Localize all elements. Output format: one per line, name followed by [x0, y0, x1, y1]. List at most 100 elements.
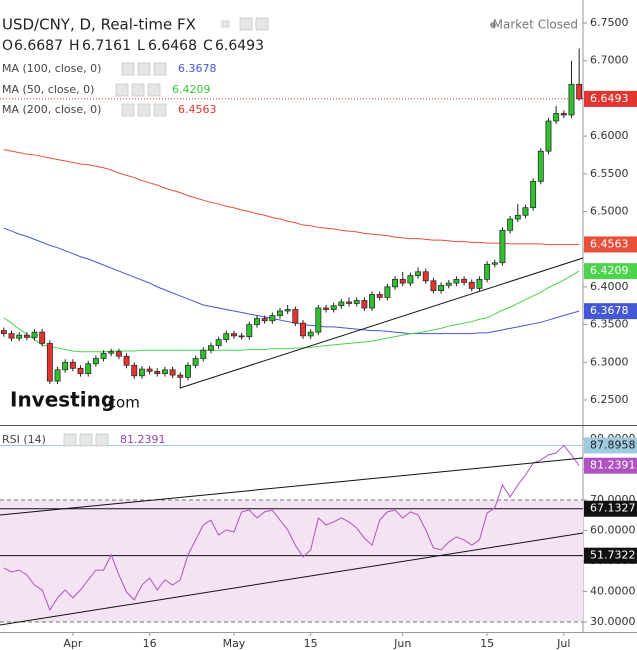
candle-body [407, 275, 414, 284]
price-label-box [584, 547, 637, 564]
eye-icon[interactable] [121, 103, 135, 117]
candle-body [146, 368, 153, 372]
candle-body [415, 271, 422, 276]
candle-body [85, 363, 92, 374]
candle-body [69, 361, 76, 369]
ohlc-label: H [69, 38, 80, 54]
price-label-box [584, 457, 637, 474]
candle-body [307, 331, 314, 337]
candle-body [438, 285, 445, 291]
candle-body [323, 307, 329, 310]
x-tick-label: 15 [304, 637, 318, 650]
settings-icon[interactable] [137, 103, 151, 117]
candle-body [62, 361, 69, 371]
candle-body [484, 263, 491, 280]
y-tick-label: 6.2500 [590, 393, 629, 406]
eye-icon[interactable] [63, 433, 77, 447]
x-tick-label: 16 [143, 637, 157, 650]
x-tick-label: 15 [480, 637, 494, 650]
candle-body [315, 307, 322, 333]
legend-value: 6.4209 [172, 83, 211, 96]
y-tick-label: 6.7500 [590, 16, 629, 29]
rsi-trend-line [0, 532, 584, 626]
candle-body [269, 315, 276, 322]
ohlc-label: C [203, 38, 213, 54]
candle-body [361, 300, 368, 309]
candle-body [115, 351, 122, 357]
price-label-box [584, 500, 637, 517]
y-tick-label: 6.5000 [590, 204, 629, 217]
candle-body [530, 180, 537, 209]
candle-body [491, 262, 498, 265]
ohlc-value: 6.6493 [215, 38, 264, 54]
candle-body [161, 369, 168, 374]
price-label: 6.3678 [590, 304, 629, 317]
legend-entry: MA (50, close, 0) [2, 83, 94, 96]
close-icon[interactable] [147, 83, 161, 97]
close-icon[interactable] [153, 103, 167, 117]
series-line [3, 444, 580, 612]
ohlc-value: 6.7161 [82, 38, 131, 54]
candle-body [0, 330, 7, 334]
x-tick-label: Jun [393, 637, 411, 650]
candle-body [23, 334, 30, 338]
close-icon[interactable] [95, 433, 109, 447]
candle-body [300, 322, 306, 337]
candle-body [430, 280, 437, 291]
candle-body [246, 324, 253, 337]
eye-icon[interactable] [121, 62, 135, 76]
candle-body [77, 367, 84, 374]
candle-body [445, 282, 452, 286]
candle-body [184, 364, 191, 378]
candle-body [131, 364, 138, 377]
price-label-box [584, 303, 637, 320]
series-line [3, 149, 580, 246]
y-tick-label: 30.0000 [590, 615, 636, 628]
close-icon[interactable] [153, 62, 167, 76]
candle-body [399, 278, 406, 284]
rsi-band [0, 499, 583, 622]
y-tick-label: 40.0000 [590, 584, 636, 597]
y-tick-label: 6.3500 [590, 318, 629, 331]
candle-body [39, 331, 46, 344]
candle-body [422, 271, 429, 282]
market-status: Market Closed [493, 18, 578, 32]
candle-body [208, 345, 214, 351]
legend-entry: MA (100, close, 0) [2, 62, 101, 75]
settings-icon[interactable] [137, 62, 151, 76]
watermark-brand: Investing [10, 388, 115, 412]
eye-icon[interactable] [115, 83, 129, 97]
settings-icon[interactable] [131, 83, 145, 97]
y-tick-label: 6.3000 [590, 355, 629, 368]
y-tick-label: 6.5500 [590, 167, 629, 180]
candle-body [453, 278, 460, 284]
ohlc-value: 6.6468 [148, 38, 197, 54]
candle-body [261, 318, 268, 322]
candle-body [507, 218, 514, 231]
candle-body [476, 278, 483, 289]
legend-entry: RSI (14) [2, 433, 46, 446]
status-dot [490, 22, 496, 28]
rsi-trend-line [0, 457, 584, 516]
settings-icon[interactable] [255, 17, 269, 31]
candle-body [54, 369, 61, 382]
y-tick-label: 6.6000 [590, 129, 629, 142]
settings-icon[interactable] [79, 433, 93, 447]
chart-title: USD/CNY, D, Real-time FX [2, 16, 196, 34]
candle-body [123, 355, 130, 366]
price-label: 6.4209 [590, 264, 629, 277]
price-label-box [584, 263, 637, 280]
legend-entry: MA (200, close, 0) [2, 103, 101, 116]
eye-icon[interactable] [239, 17, 253, 31]
candle-body [177, 374, 184, 378]
trend-line [179, 257, 584, 389]
dropdown-icon [221, 20, 230, 28]
candle-body [154, 370, 161, 374]
candle-body [292, 309, 299, 324]
candle-body [330, 305, 337, 310]
candle-body [284, 309, 291, 312]
series-line [3, 270, 580, 353]
candle-body [376, 294, 383, 298]
candle-body [537, 150, 544, 182]
candle-body [223, 333, 230, 341]
